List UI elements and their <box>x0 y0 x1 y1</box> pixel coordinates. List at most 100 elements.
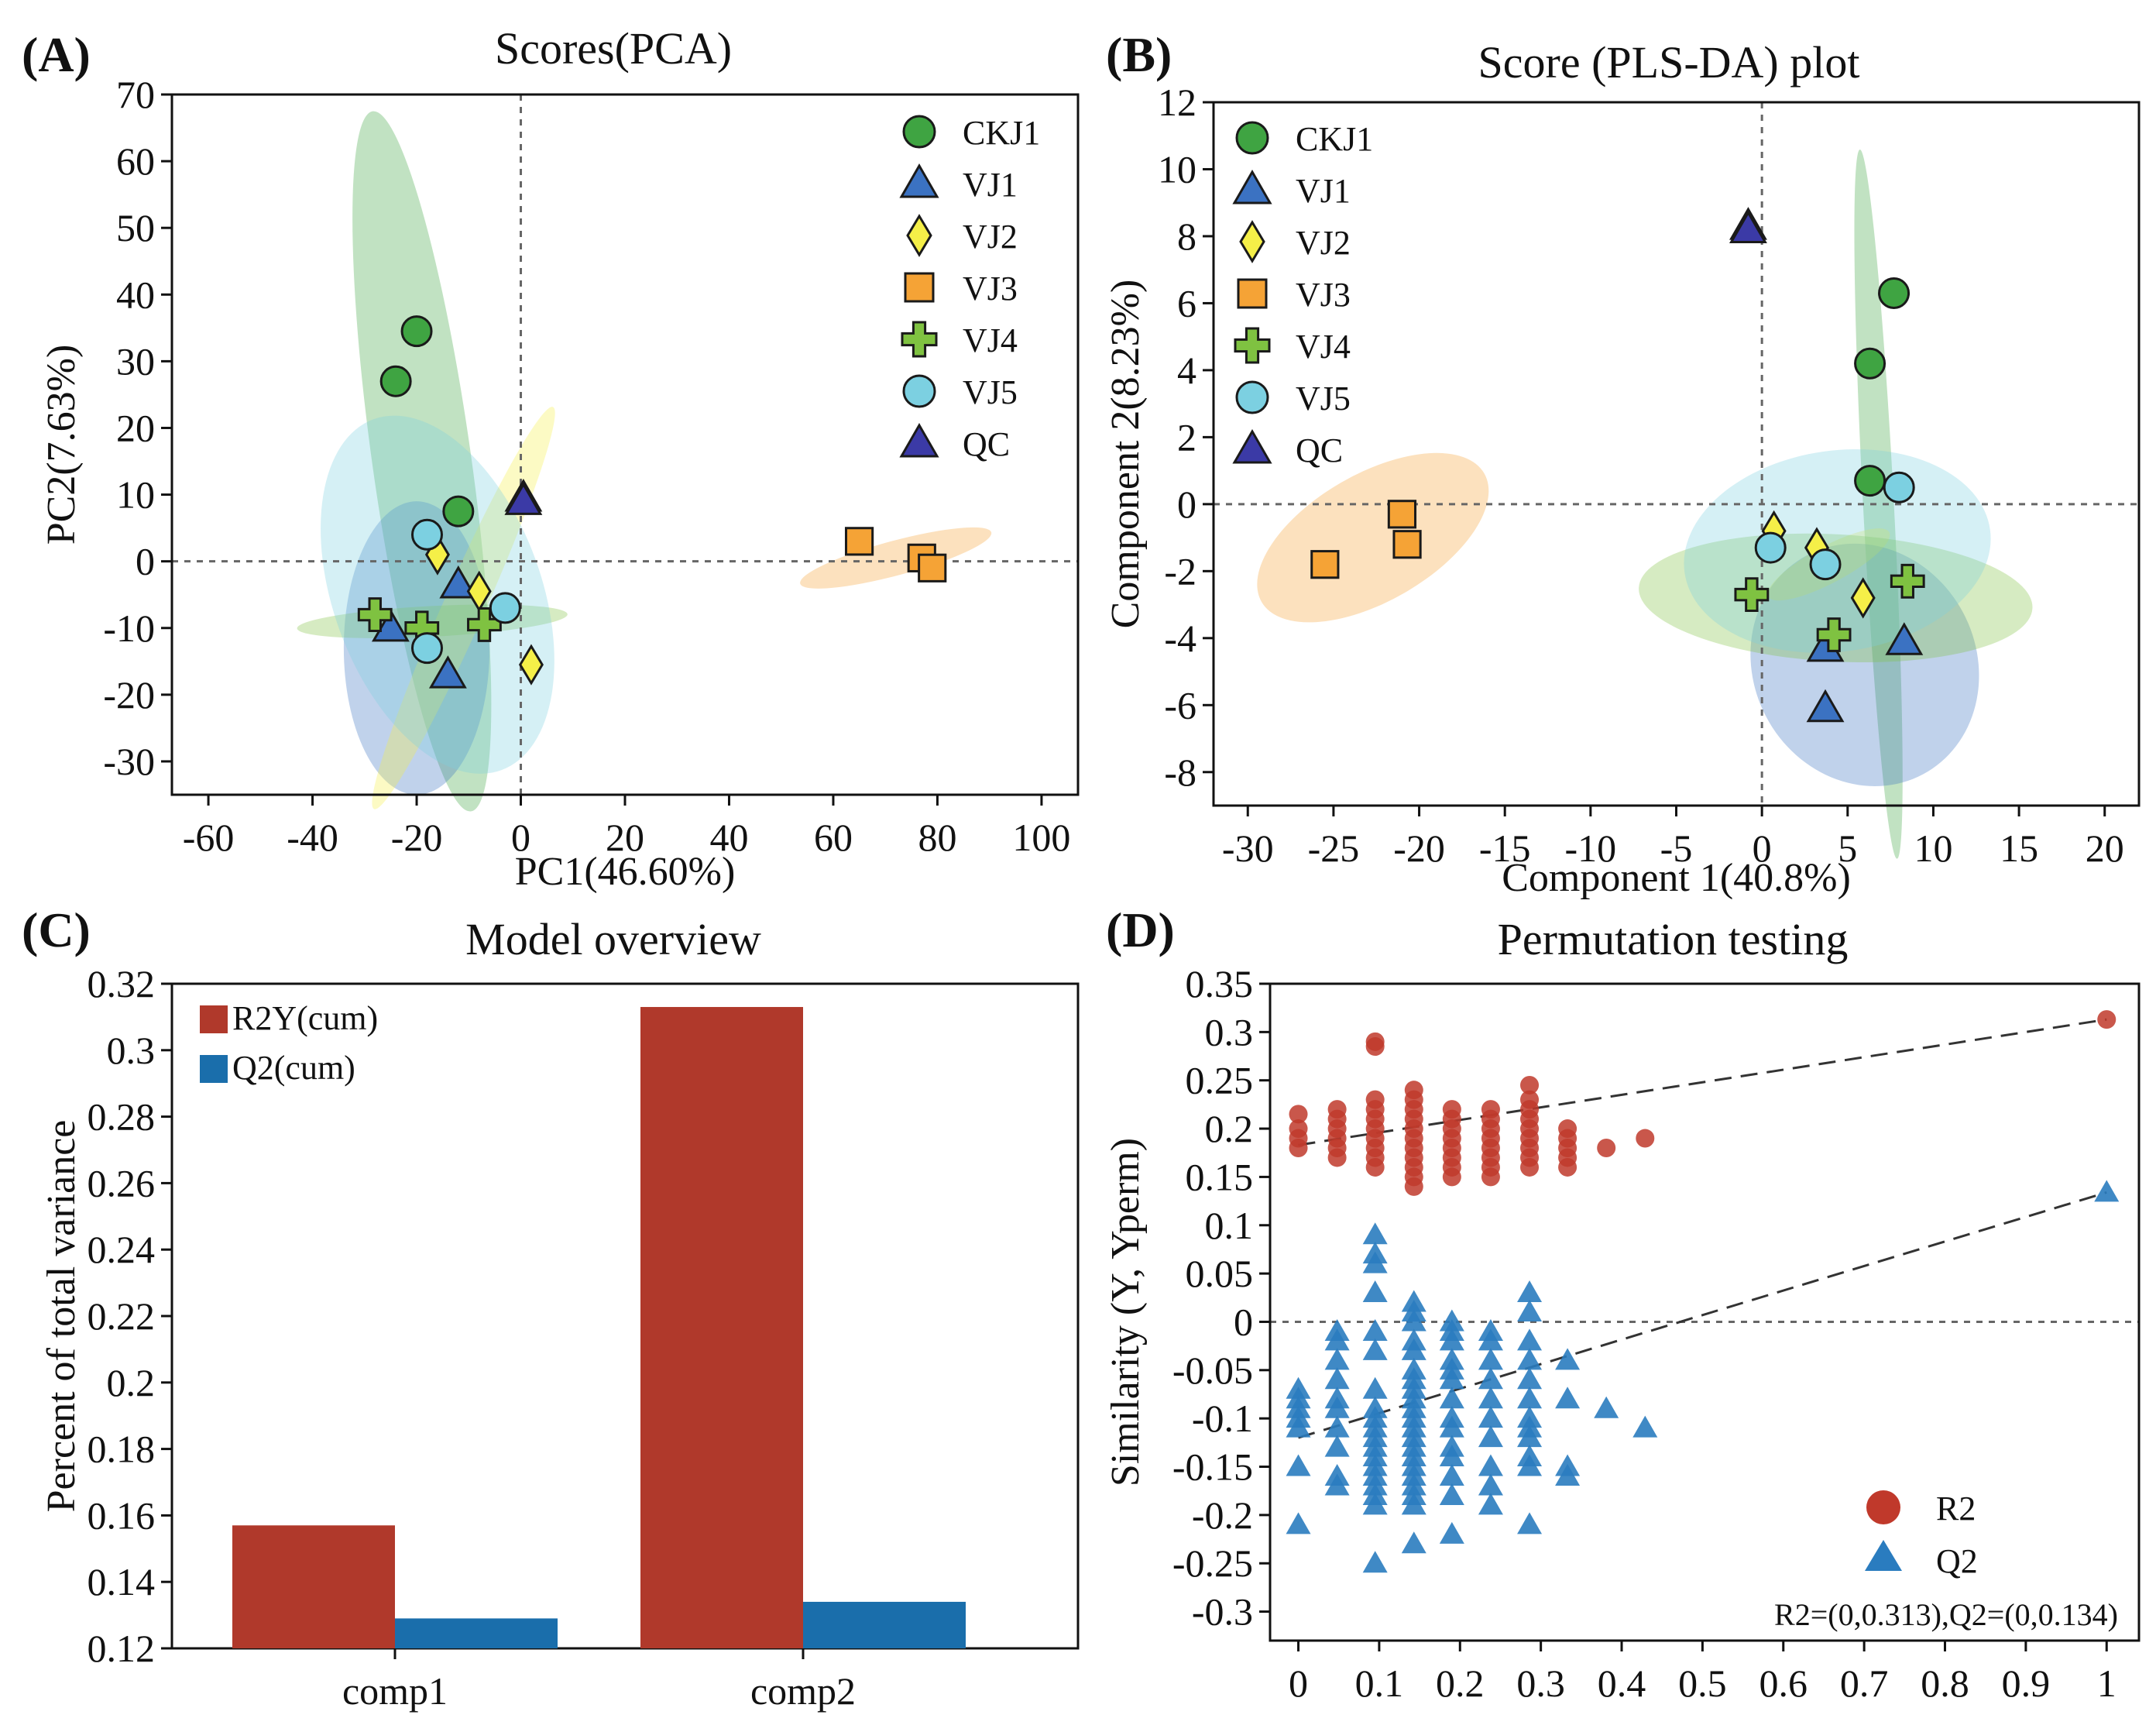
regression-line-r2 <box>1298 1018 2107 1146</box>
legend-marker-q2 <box>1865 1540 1902 1571</box>
point-ckj1 <box>1854 465 1886 497</box>
point-vj4 <box>467 607 502 642</box>
y-tick-label: -10 <box>103 607 155 650</box>
ellipse-vj1 <box>1750 543 1979 786</box>
y-tick-label: 0 <box>136 540 155 583</box>
x-tick-label: 0.2 <box>1436 1662 1485 1705</box>
y-tick-label: -0.05 <box>1172 1349 1253 1392</box>
y-tick-label: 50 <box>116 206 155 249</box>
y-tick-label: 8 <box>1177 215 1196 258</box>
point-r2 <box>1636 1129 1655 1148</box>
legend: R2Y(cum) Q2(cum) <box>200 999 378 1087</box>
series-vj3 <box>844 527 947 582</box>
y-tick-label: 2 <box>1177 415 1196 459</box>
point-q2 <box>1439 1483 1464 1505</box>
x-tick-label: 20 <box>2086 826 2124 870</box>
point-vj5 <box>1809 548 1842 581</box>
x-tick-label: 15 <box>2000 826 2038 870</box>
point-q2 <box>1362 1376 1388 1399</box>
point-q2 <box>1362 1251 1388 1273</box>
legend-label-vj2: VJ2 <box>963 218 1018 256</box>
point-vj3 <box>1387 500 1417 529</box>
y-tick-label: 0.12 <box>88 1627 156 1670</box>
y-tick-label: 0.15 <box>1186 1155 1254 1198</box>
y-tick-label: 0.24 <box>88 1228 156 1271</box>
point-r2 <box>1289 1139 1308 1157</box>
ellipse-vj3 <box>800 527 992 589</box>
point-ckj1 <box>379 365 412 397</box>
y-tick-label: 0.1 <box>1205 1204 1254 1247</box>
panel-plsda-scores: (B) Score (PLS-DA) plot -30 -25 -20 -15 -10-… <box>1104 27 2141 900</box>
y-tick-label: 0.22 <box>88 1294 156 1338</box>
point-q2 <box>1439 1367 1464 1390</box>
y-tick-label: 0.05 <box>1186 1252 1254 1295</box>
confidence-ellipses <box>297 111 992 812</box>
bar-r2y-cum--comp1 <box>232 1525 395 1648</box>
x-tick-label: 0 <box>1753 826 1772 870</box>
point-q2 <box>1324 1473 1350 1496</box>
series-qc <box>504 479 543 515</box>
point-q2 <box>1439 1464 1464 1486</box>
point-ckj1 <box>1878 277 1911 309</box>
point-q2 <box>1517 1425 1543 1448</box>
y-tick-label: 0 <box>1177 483 1196 526</box>
y-tick-label: 0.16 <box>88 1493 156 1537</box>
point-q2 <box>1439 1521 1464 1544</box>
x-tick-label: 0 <box>511 816 530 859</box>
point-vj1 <box>371 608 410 642</box>
y-tick-label: -0.15 <box>1172 1445 1253 1489</box>
legend: CKJ1 VJ1 VJ2 VJ3 VJ4 VJ5 QC <box>1232 120 1373 469</box>
y-tick-label: 0.26 <box>88 1161 156 1204</box>
x-tick-label: -25 <box>1308 826 1360 870</box>
legend-label-vj1: VJ1 <box>963 166 1018 204</box>
point-vj1 <box>428 655 467 689</box>
point-q2 <box>1555 1348 1581 1370</box>
point-q2 <box>1286 1512 1311 1534</box>
point-q2 <box>1439 1445 1464 1467</box>
ellipse-vj4 <box>1639 533 2033 663</box>
y-tick-label: 30 <box>116 339 155 383</box>
y-tick-label: -30 <box>103 740 155 783</box>
x-tick-label: -5 <box>1660 826 1693 870</box>
y-tick-label: 0.32 <box>88 962 156 1005</box>
x-tick-label: 0.7 <box>1840 1662 1889 1705</box>
x-tick-label: -10 <box>1565 826 1617 870</box>
point-r2 <box>1289 1105 1308 1124</box>
point-r2 <box>1597 1139 1616 1157</box>
legend-marker-vj3 <box>1237 278 1268 309</box>
point-q2 <box>1324 1396 1350 1418</box>
panel-label-d: (D) <box>1106 902 1175 957</box>
point-vj1 <box>1806 689 1845 723</box>
point-vj2 <box>518 644 544 686</box>
plsda-title: Score (PLS-DA) plot <box>1478 37 1860 88</box>
point-q2 <box>1478 1454 1503 1476</box>
legend-label-vj1: VJ1 <box>1296 172 1351 210</box>
point-q2 <box>1555 1464 1581 1486</box>
point-q2 <box>1478 1328 1503 1351</box>
legend-label-0: R2Y(cum) <box>232 999 378 1037</box>
legend-marker-qc <box>1232 428 1272 464</box>
point-q2 <box>1362 1493 1388 1515</box>
x-tick-label-comp1: comp1 <box>342 1669 448 1713</box>
x-axis-label: Component 1(40.8%) <box>1502 856 1851 900</box>
legend-label-qc: QC <box>963 425 1010 463</box>
y-tick-label: 10 <box>116 473 155 517</box>
panel-model-overview: (C) Model overview 0.12 0.14 0.16 0.18 0.2 0.… <box>22 902 1080 1713</box>
point-q2 <box>1478 1493 1503 1515</box>
point-q2 <box>1324 1435 1350 1457</box>
point-qc <box>504 482 543 515</box>
panel-permutation-testing: (D) Permutation testing 0 0.1 0.2 0.3 0.4 0.5… <box>1104 902 2141 1705</box>
permutation-annotation: R2=(0,0.313),Q2=(0,0.134) <box>1774 1597 2118 1632</box>
point-ckj1 <box>1854 347 1886 380</box>
point-r2 <box>1442 1167 1461 1187</box>
x-tick-label: 0.1 <box>1355 1662 1404 1705</box>
y-axis-label: Percent of total variance <box>39 1120 84 1513</box>
y-tick-label: -0.2 <box>1192 1493 1253 1537</box>
legend-marker-vj4 <box>901 321 938 358</box>
point-q2 <box>1439 1415 1464 1438</box>
y-tick-label: 0.25 <box>1186 1059 1254 1102</box>
y-tick-label: 0 <box>1234 1300 1253 1343</box>
y-tick-label: 0.18 <box>88 1428 156 1471</box>
legend-marker-vj2 <box>1239 220 1265 263</box>
point-q2 <box>1439 1387 1464 1409</box>
